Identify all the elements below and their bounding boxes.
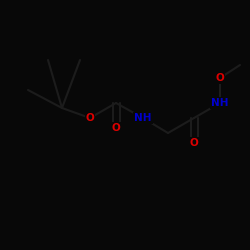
Text: O: O [190,138,198,148]
Text: O: O [86,113,94,123]
Text: O: O [216,73,224,83]
Text: O: O [112,123,120,133]
Text: NH: NH [211,98,229,108]
Text: NH: NH [134,113,152,123]
